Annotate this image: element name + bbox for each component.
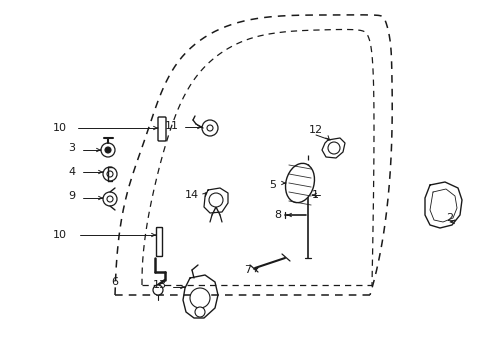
Text: 1: 1: [311, 190, 318, 200]
Text: 14: 14: [184, 190, 199, 200]
Text: 9: 9: [68, 191, 76, 201]
Text: 10: 10: [53, 123, 67, 133]
Text: 4: 4: [68, 167, 76, 177]
Text: 2: 2: [446, 213, 453, 223]
Circle shape: [103, 192, 117, 206]
FancyBboxPatch shape: [156, 228, 162, 256]
Text: 8: 8: [274, 210, 281, 220]
Text: 12: 12: [308, 125, 323, 135]
Text: 6: 6: [111, 277, 118, 287]
Circle shape: [195, 307, 204, 317]
Circle shape: [153, 285, 163, 295]
Text: 7: 7: [244, 265, 251, 275]
Circle shape: [190, 288, 209, 308]
Circle shape: [101, 143, 115, 157]
Circle shape: [103, 167, 117, 181]
FancyBboxPatch shape: [158, 117, 165, 141]
Circle shape: [105, 147, 111, 153]
Circle shape: [327, 142, 339, 154]
Text: 10: 10: [53, 230, 67, 240]
Text: 11: 11: [164, 121, 179, 131]
Circle shape: [208, 193, 223, 207]
Text: 3: 3: [68, 143, 75, 153]
Text: 5: 5: [269, 180, 276, 190]
Text: 13: 13: [153, 280, 167, 290]
Circle shape: [202, 120, 218, 136]
Ellipse shape: [285, 163, 314, 203]
